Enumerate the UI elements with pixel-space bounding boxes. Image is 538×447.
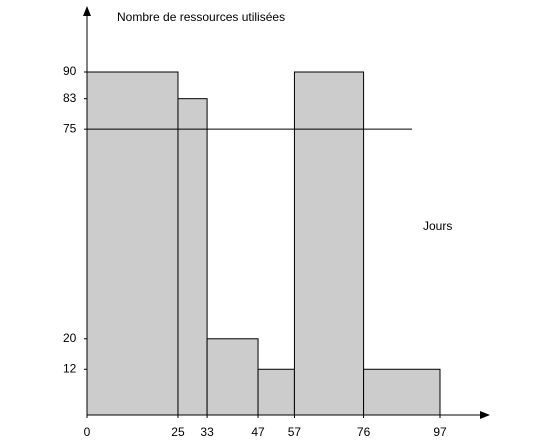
bar bbox=[257, 368, 295, 416]
x-tick-label: 97 bbox=[433, 425, 447, 439]
y-axis-arrow bbox=[83, 6, 91, 16]
x-tick-label: 33 bbox=[200, 425, 214, 439]
bar bbox=[363, 368, 441, 416]
bar bbox=[293, 71, 365, 416]
bar bbox=[206, 338, 259, 416]
x-tick-label: 57 bbox=[288, 425, 302, 439]
x-axis-arrow bbox=[480, 411, 490, 419]
y-axis-label: Nombre de ressources utilisées bbox=[117, 10, 285, 24]
x-tick-label: 0 bbox=[84, 425, 91, 439]
y-tick-label: 20 bbox=[63, 331, 77, 345]
y-tick-label: 83 bbox=[63, 91, 77, 105]
y-tick-label: 12 bbox=[63, 361, 77, 375]
y-tick-label: 90 bbox=[63, 64, 77, 78]
x-tick-label: 76 bbox=[357, 425, 371, 439]
bar bbox=[177, 98, 208, 416]
x-tick-label: 47 bbox=[251, 425, 265, 439]
x-axis-label: Jours bbox=[423, 219, 452, 233]
y-tick-label: 75 bbox=[63, 121, 77, 135]
bar bbox=[86, 71, 179, 416]
x-tick-label: 25 bbox=[171, 425, 185, 439]
